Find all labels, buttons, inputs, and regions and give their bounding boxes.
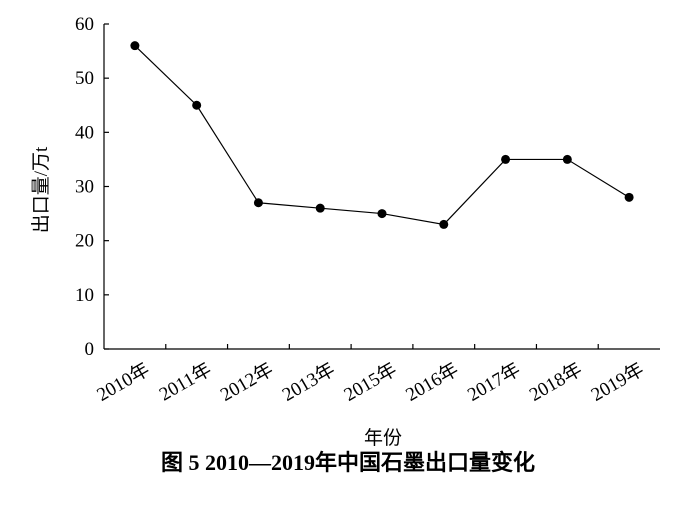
x-tick-label: 2015年 bbox=[340, 358, 400, 406]
line bbox=[134, 45, 630, 226]
x-tick-label: 2017年 bbox=[464, 358, 524, 406]
x-tick-label: 2010年 bbox=[93, 358, 153, 406]
y-tick-label: 40 bbox=[75, 122, 94, 143]
y-tick-label: 10 bbox=[75, 285, 94, 306]
chart-title: 图 5 2010—2019年中国石墨出口量变化 bbox=[161, 450, 535, 475]
point bbox=[439, 219, 449, 229]
x-tick-label: 2011年 bbox=[155, 358, 215, 405]
y-axis-label: 出口量/万t bbox=[30, 146, 52, 233]
point bbox=[624, 192, 634, 202]
point bbox=[253, 198, 263, 208]
x-axis-label: 年份 bbox=[364, 427, 402, 449]
y-tick-label: 60 bbox=[75, 14, 94, 35]
point bbox=[501, 154, 511, 164]
x-tick-label: 2016年 bbox=[402, 358, 462, 406]
x-tick-label: 2018年 bbox=[525, 358, 585, 406]
point bbox=[562, 154, 572, 164]
point bbox=[130, 41, 140, 51]
x-tick-label: 2013年 bbox=[278, 358, 338, 406]
point bbox=[377, 209, 387, 219]
y-tick-label: 0 bbox=[85, 339, 95, 360]
x-tick-label: 2012年 bbox=[217, 358, 277, 406]
y-tick-label: 50 bbox=[75, 68, 94, 89]
y-tick-label: 20 bbox=[75, 231, 94, 252]
y-tick-label: 30 bbox=[75, 177, 94, 198]
point bbox=[192, 100, 202, 110]
x-tick-label: 2019年 bbox=[587, 358, 647, 406]
point bbox=[315, 203, 325, 213]
